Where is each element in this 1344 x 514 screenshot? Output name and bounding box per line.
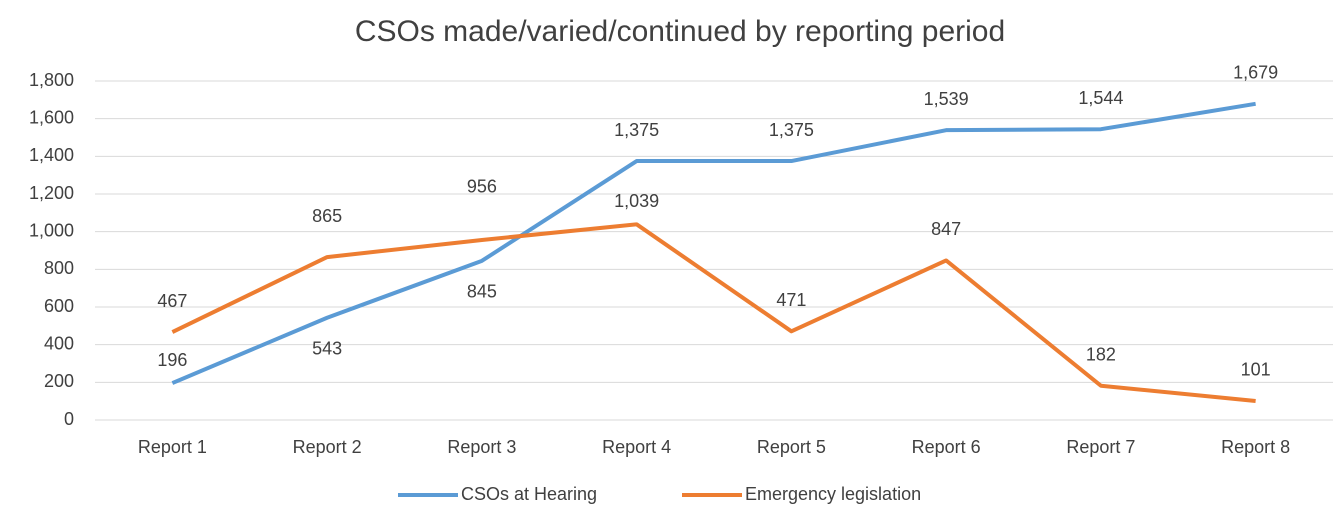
y-tick-label: 1,600	[29, 107, 74, 127]
x-tick-label: Report 6	[912, 437, 981, 457]
data-label: 845	[467, 282, 497, 302]
y-tick-label: 1,000	[29, 220, 74, 240]
data-label: 1,539	[924, 89, 969, 109]
series-line	[171, 101, 1256, 385]
data-label: 1,544	[1078, 88, 1123, 108]
data-label: 543	[312, 338, 342, 358]
data-label: 1,679	[1233, 63, 1278, 83]
legend-label: Emergency legislation	[745, 484, 921, 504]
data-label: 471	[776, 290, 806, 310]
legend-label: CSOs at Hearing	[461, 484, 597, 504]
y-tick-label: 1,800	[29, 70, 74, 90]
data-label: 847	[931, 219, 961, 239]
chart-title: CSOs made/varied/continued by reporting …	[355, 15, 1005, 48]
data-label: 1,375	[614, 120, 659, 140]
data-label: 1,375	[769, 120, 814, 140]
x-tick-label: Report 7	[1066, 437, 1135, 457]
x-tick-label: Report 2	[293, 437, 362, 457]
y-tick-label: 1,400	[29, 145, 74, 165]
series-line	[171, 222, 1256, 403]
y-tick-label: 800	[44, 258, 74, 278]
y-tick-label: 600	[44, 296, 74, 316]
data-label: 865	[312, 206, 342, 226]
x-tick-label: Report 8	[1221, 437, 1290, 457]
data-label: 956	[467, 177, 497, 197]
y-tick-label: 1,200	[29, 183, 74, 203]
data-label: 101	[1241, 360, 1271, 380]
x-tick-label: Report 1	[138, 437, 207, 457]
x-tick-label: Report 5	[757, 437, 826, 457]
data-label: 1,039	[614, 191, 659, 211]
x-tick-label: Report 3	[447, 437, 516, 457]
x-tick-label: Report 4	[602, 437, 671, 457]
data-label: 467	[157, 291, 187, 311]
y-tick-label: 0	[64, 409, 74, 429]
y-tick-label: 200	[44, 371, 74, 391]
y-tick-label: 400	[44, 333, 74, 353]
data-label: 182	[1086, 344, 1116, 364]
data-label: 196	[157, 350, 187, 370]
